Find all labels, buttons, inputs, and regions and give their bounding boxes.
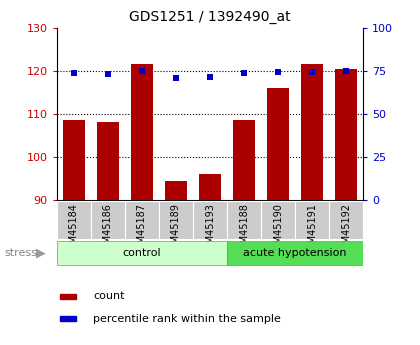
FancyBboxPatch shape <box>261 201 295 239</box>
FancyBboxPatch shape <box>91 201 125 239</box>
FancyBboxPatch shape <box>227 241 363 265</box>
Point <box>207 74 213 80</box>
Text: GSM45190: GSM45190 <box>273 203 283 256</box>
Bar <box>267 88 289 200</box>
FancyBboxPatch shape <box>159 201 193 239</box>
Text: GSM45186: GSM45186 <box>103 203 113 256</box>
Bar <box>60 294 76 299</box>
Point <box>309 69 315 75</box>
FancyBboxPatch shape <box>295 201 329 239</box>
FancyBboxPatch shape <box>57 241 227 265</box>
Bar <box>165 181 187 200</box>
Bar <box>63 120 85 200</box>
Point <box>71 71 77 76</box>
Text: GSM45191: GSM45191 <box>307 203 317 256</box>
Text: GSM45192: GSM45192 <box>341 203 351 256</box>
Text: GSM45188: GSM45188 <box>239 203 249 256</box>
Text: GSM45184: GSM45184 <box>69 203 79 256</box>
FancyBboxPatch shape <box>193 201 227 239</box>
Bar <box>301 64 323 200</box>
FancyBboxPatch shape <box>329 201 363 239</box>
Text: GDS1251 / 1392490_at: GDS1251 / 1392490_at <box>129 10 291 24</box>
Point <box>139 68 145 73</box>
Point <box>105 71 111 77</box>
Bar <box>97 122 119 200</box>
Text: control: control <box>123 248 161 258</box>
Bar <box>335 69 357 200</box>
Text: GSM45193: GSM45193 <box>205 203 215 256</box>
Bar <box>199 174 221 200</box>
Bar <box>131 64 153 200</box>
FancyBboxPatch shape <box>227 201 261 239</box>
Point <box>275 70 281 75</box>
Text: GSM45189: GSM45189 <box>171 203 181 256</box>
FancyBboxPatch shape <box>125 201 159 239</box>
Text: ▶: ▶ <box>36 246 45 259</box>
Text: acute hypotension: acute hypotension <box>244 248 347 258</box>
Text: stress: stress <box>4 248 37 258</box>
FancyBboxPatch shape <box>57 201 91 239</box>
Point <box>241 71 247 76</box>
Text: GSM45187: GSM45187 <box>137 203 147 256</box>
Point <box>173 75 179 80</box>
Bar <box>60 316 76 321</box>
Bar <box>233 120 255 200</box>
Point <box>343 68 349 73</box>
Text: count: count <box>94 292 125 302</box>
Text: percentile rank within the sample: percentile rank within the sample <box>94 314 281 324</box>
